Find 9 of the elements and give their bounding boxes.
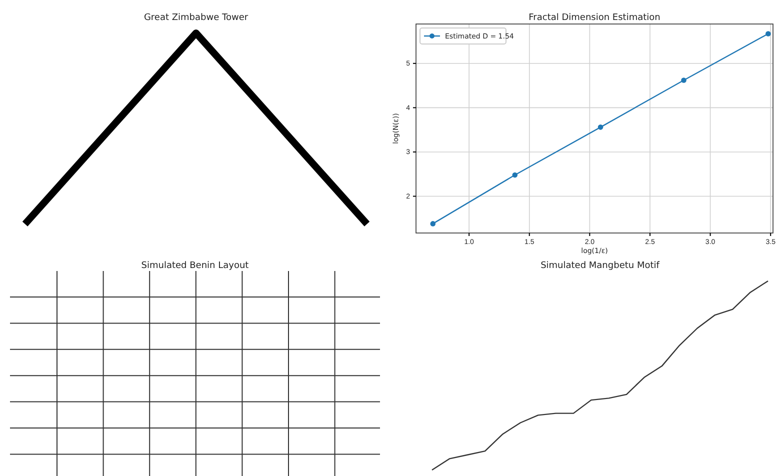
text: Simulated Benin Layout [141,261,250,271]
point [681,78,686,83]
chart-title: Simulated Mangbetu Motif [540,261,660,271]
point [512,172,518,178]
point [598,124,604,130]
chart-title: Fractal Dimension Estimation [528,13,660,23]
chart-title: Great Zimbabwe Tower [144,13,248,23]
point [430,221,436,226]
point [766,31,771,36]
